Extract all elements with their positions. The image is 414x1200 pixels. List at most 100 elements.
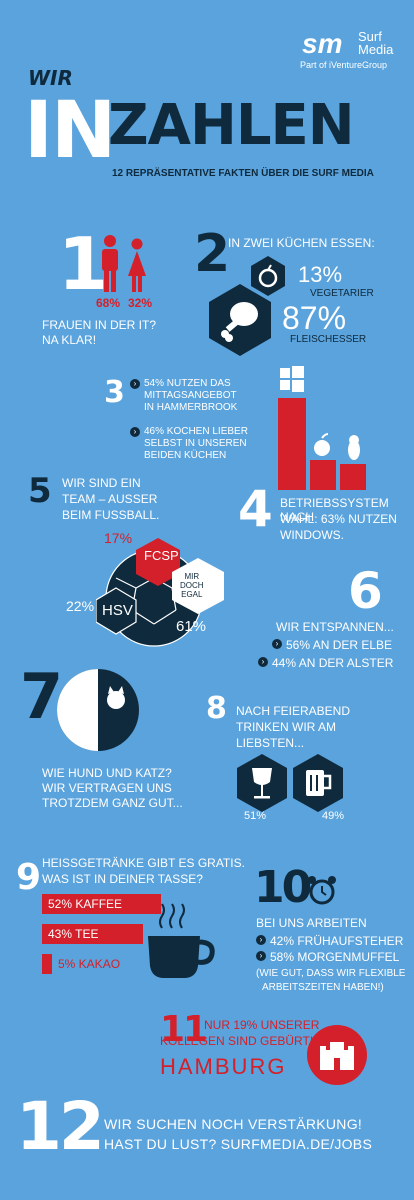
cocoa-bar-label: 5% KAKAO <box>58 957 121 971</box>
fact7-line3: TROTZDEM GANZ GUT... <box>42 796 183 810</box>
fact10-note2: ARBEITSZEITEN HABEN!) <box>262 982 384 993</box>
cocoa-bar <box>42 954 52 974</box>
coffee-bar: 52% KAFFEE <box>42 894 161 914</box>
hex-egal <box>172 558 224 614</box>
fact1-female-pct: 32% <box>128 296 153 310</box>
fact7-dog-pct: 47% <box>64 724 87 736</box>
header-zahlen: ZAHLEN <box>108 93 355 158</box>
fact8-line2: TRINKEN WIR AM <box>236 720 337 734</box>
fact3-b1-line3: IN HAMMERBROOK <box>144 402 238 413</box>
fact12-number: 12 <box>16 1088 105 1165</box>
apple-logo-icon <box>314 433 330 456</box>
fact5-number: 5 <box>28 471 52 511</box>
fact8-line3: LIEBSTEN... <box>236 736 305 750</box>
fact4-line1: BETRIEBSSYSTEM NACH <box>280 496 389 524</box>
wine-glass-icon <box>237 754 287 812</box>
header-subtitle: 12 REPRÄSENTATIVE FAKTEN ÜBER DIE SURF M… <box>112 168 374 179</box>
fact4-line3: WINDOWS. <box>280 528 344 542</box>
fact1-number: 1 <box>58 222 109 306</box>
fact6-b1: 56% AN DER ELBE <box>286 638 393 652</box>
fact2-title: IN ZWEI KÜCHEN ESSEN: <box>228 236 375 250</box>
chevron-right-icon: › <box>272 639 282 649</box>
fact10-note1: (WIE GUT, DASS WIR FLEXIBLE <box>256 968 406 979</box>
windows-bar <box>278 398 306 490</box>
fact1-male-pct: 68% <box>96 296 121 310</box>
fact9-number: 9 <box>16 857 42 898</box>
chevron-right-icon: › <box>256 935 266 945</box>
fact5-egal-text: MIR DOCH EGAL <box>180 572 204 599</box>
fact8-wine-pct: 51% <box>244 810 267 822</box>
fact7-line2: WIR VERTRAGEN UNS <box>42 781 172 795</box>
fact5-fcsp-label: FCSP <box>144 548 179 563</box>
brand-name-line1: Surf <box>358 29 382 44</box>
fact3-b2-line3: BEIDEN KÜCHEN <box>144 450 227 461</box>
fact2-veg-label: VEGETARIER <box>310 288 374 299</box>
os-bar-chart <box>278 366 366 490</box>
brand-logo: sm Surf Media Part of iVentureGroup <box>300 28 410 72</box>
header-in: IN <box>24 86 116 176</box>
brand-tagline: Part of iVentureGroup <box>300 60 388 70</box>
hamburg-crest-icon <box>307 1025 367 1085</box>
fact5-egal-l3: EGAL <box>181 590 203 599</box>
fact3-b2-line1: 46% KOCHEN LIEBER <box>144 426 248 437</box>
fact7-number: 7 <box>20 660 64 733</box>
fact5-egal-l1: MIR <box>184 572 200 581</box>
hex-fcsp <box>136 538 180 586</box>
fact5-egal-l2: DOCH <box>180 581 204 590</box>
dog-icon <box>68 688 92 708</box>
cat-icon <box>107 686 125 709</box>
fact9-line2: WAS IST IN DEINER TASSE? <box>42 872 203 886</box>
fact5-line2: TEAM – AUSSER <box>62 492 158 506</box>
fact8-beer-pct: 49% <box>322 810 345 822</box>
fact8-number: 8 <box>206 691 227 726</box>
fact11-line1: NUR 19% UNSERER <box>204 1018 320 1032</box>
fact5-egal-pct: 61% <box>176 618 207 635</box>
chevron-right-icon: › <box>130 379 140 389</box>
linux-bar <box>340 464 366 490</box>
fact10-b1: 42% FRÜHAUFSTEHER <box>270 934 404 948</box>
fact6-number: 6 <box>348 562 383 620</box>
chevron-right-icon: › <box>130 427 140 437</box>
coffee-bar-label: 52% KAFFEE <box>48 897 123 911</box>
mac-bar <box>310 460 336 490</box>
fact5-hsv-label: HSV <box>102 602 133 619</box>
fact2-meat-label: FLEISCHESSER <box>290 334 367 345</box>
brand-name-line2: Media <box>358 42 394 57</box>
fact6-b2: 44% AN DER ALSTER <box>272 656 394 670</box>
fact3-number: 3 <box>104 375 125 410</box>
fact3-b2-line2: SELBST IN UNSEREN <box>144 438 247 449</box>
alarm-clock-icon <box>308 876 336 905</box>
fact1-line1: FRAUEN IN DER IT? <box>42 318 157 332</box>
fact10-bullet2: › 58% MORGENMUFFEL <box>256 950 399 964</box>
fact12-line1: WIR SUCHEN NOCH VERSTÄRKUNG! <box>104 1116 363 1132</box>
fact9-line1: HEISSGETRÄNKE GIBT ES GRATIS. <box>42 856 245 870</box>
fact7-cat-pct: 53% <box>100 724 123 736</box>
fact10-bullet1: › 42% FRÜHAUFSTEHER <box>256 934 403 948</box>
fact5-hsv-pct: 22% <box>66 598 95 614</box>
female-icon <box>128 238 146 292</box>
apple-food-icon <box>251 256 285 296</box>
soccer-ball-icon <box>96 538 224 647</box>
fact11-city: HAMBURG <box>160 1054 287 1079</box>
fact11-line2: KOLLEGEN SIND GEBÜRTIG AUS <box>160 1034 350 1048</box>
fact2-meat-pct: 87% <box>282 300 347 336</box>
fact4-number: 4 <box>238 480 273 538</box>
fact6-bullet2: › 44% AN DER ALSTER <box>258 656 393 670</box>
chicken-leg-icon <box>209 284 271 356</box>
fact3-bullet2: › 46% KOCHEN LIEBER SELBST IN UNSEREN BE… <box>130 426 248 462</box>
tea-bar-label: 43% TEE <box>48 927 99 941</box>
fact2-number: 2 <box>194 224 231 284</box>
fact5-line1: WIR SIND EIN <box>62 476 141 490</box>
fact10-number: 10 <box>254 862 312 913</box>
fact1-line2: NA KLAR! <box>42 333 97 347</box>
hex-hsv <box>96 587 137 635</box>
fact5-line3: BEIM FUSSBALL. <box>62 508 160 522</box>
fact6-title: WIR ENTSPANNEN... <box>276 620 394 634</box>
coffee-cup-icon <box>148 903 215 978</box>
fact11-number: 11 <box>160 1009 208 1050</box>
linux-icon <box>348 435 360 460</box>
tea-bar: 43% TEE <box>42 924 143 944</box>
male-icon <box>102 235 118 292</box>
fact2-veg-pct: 13% <box>298 262 343 287</box>
